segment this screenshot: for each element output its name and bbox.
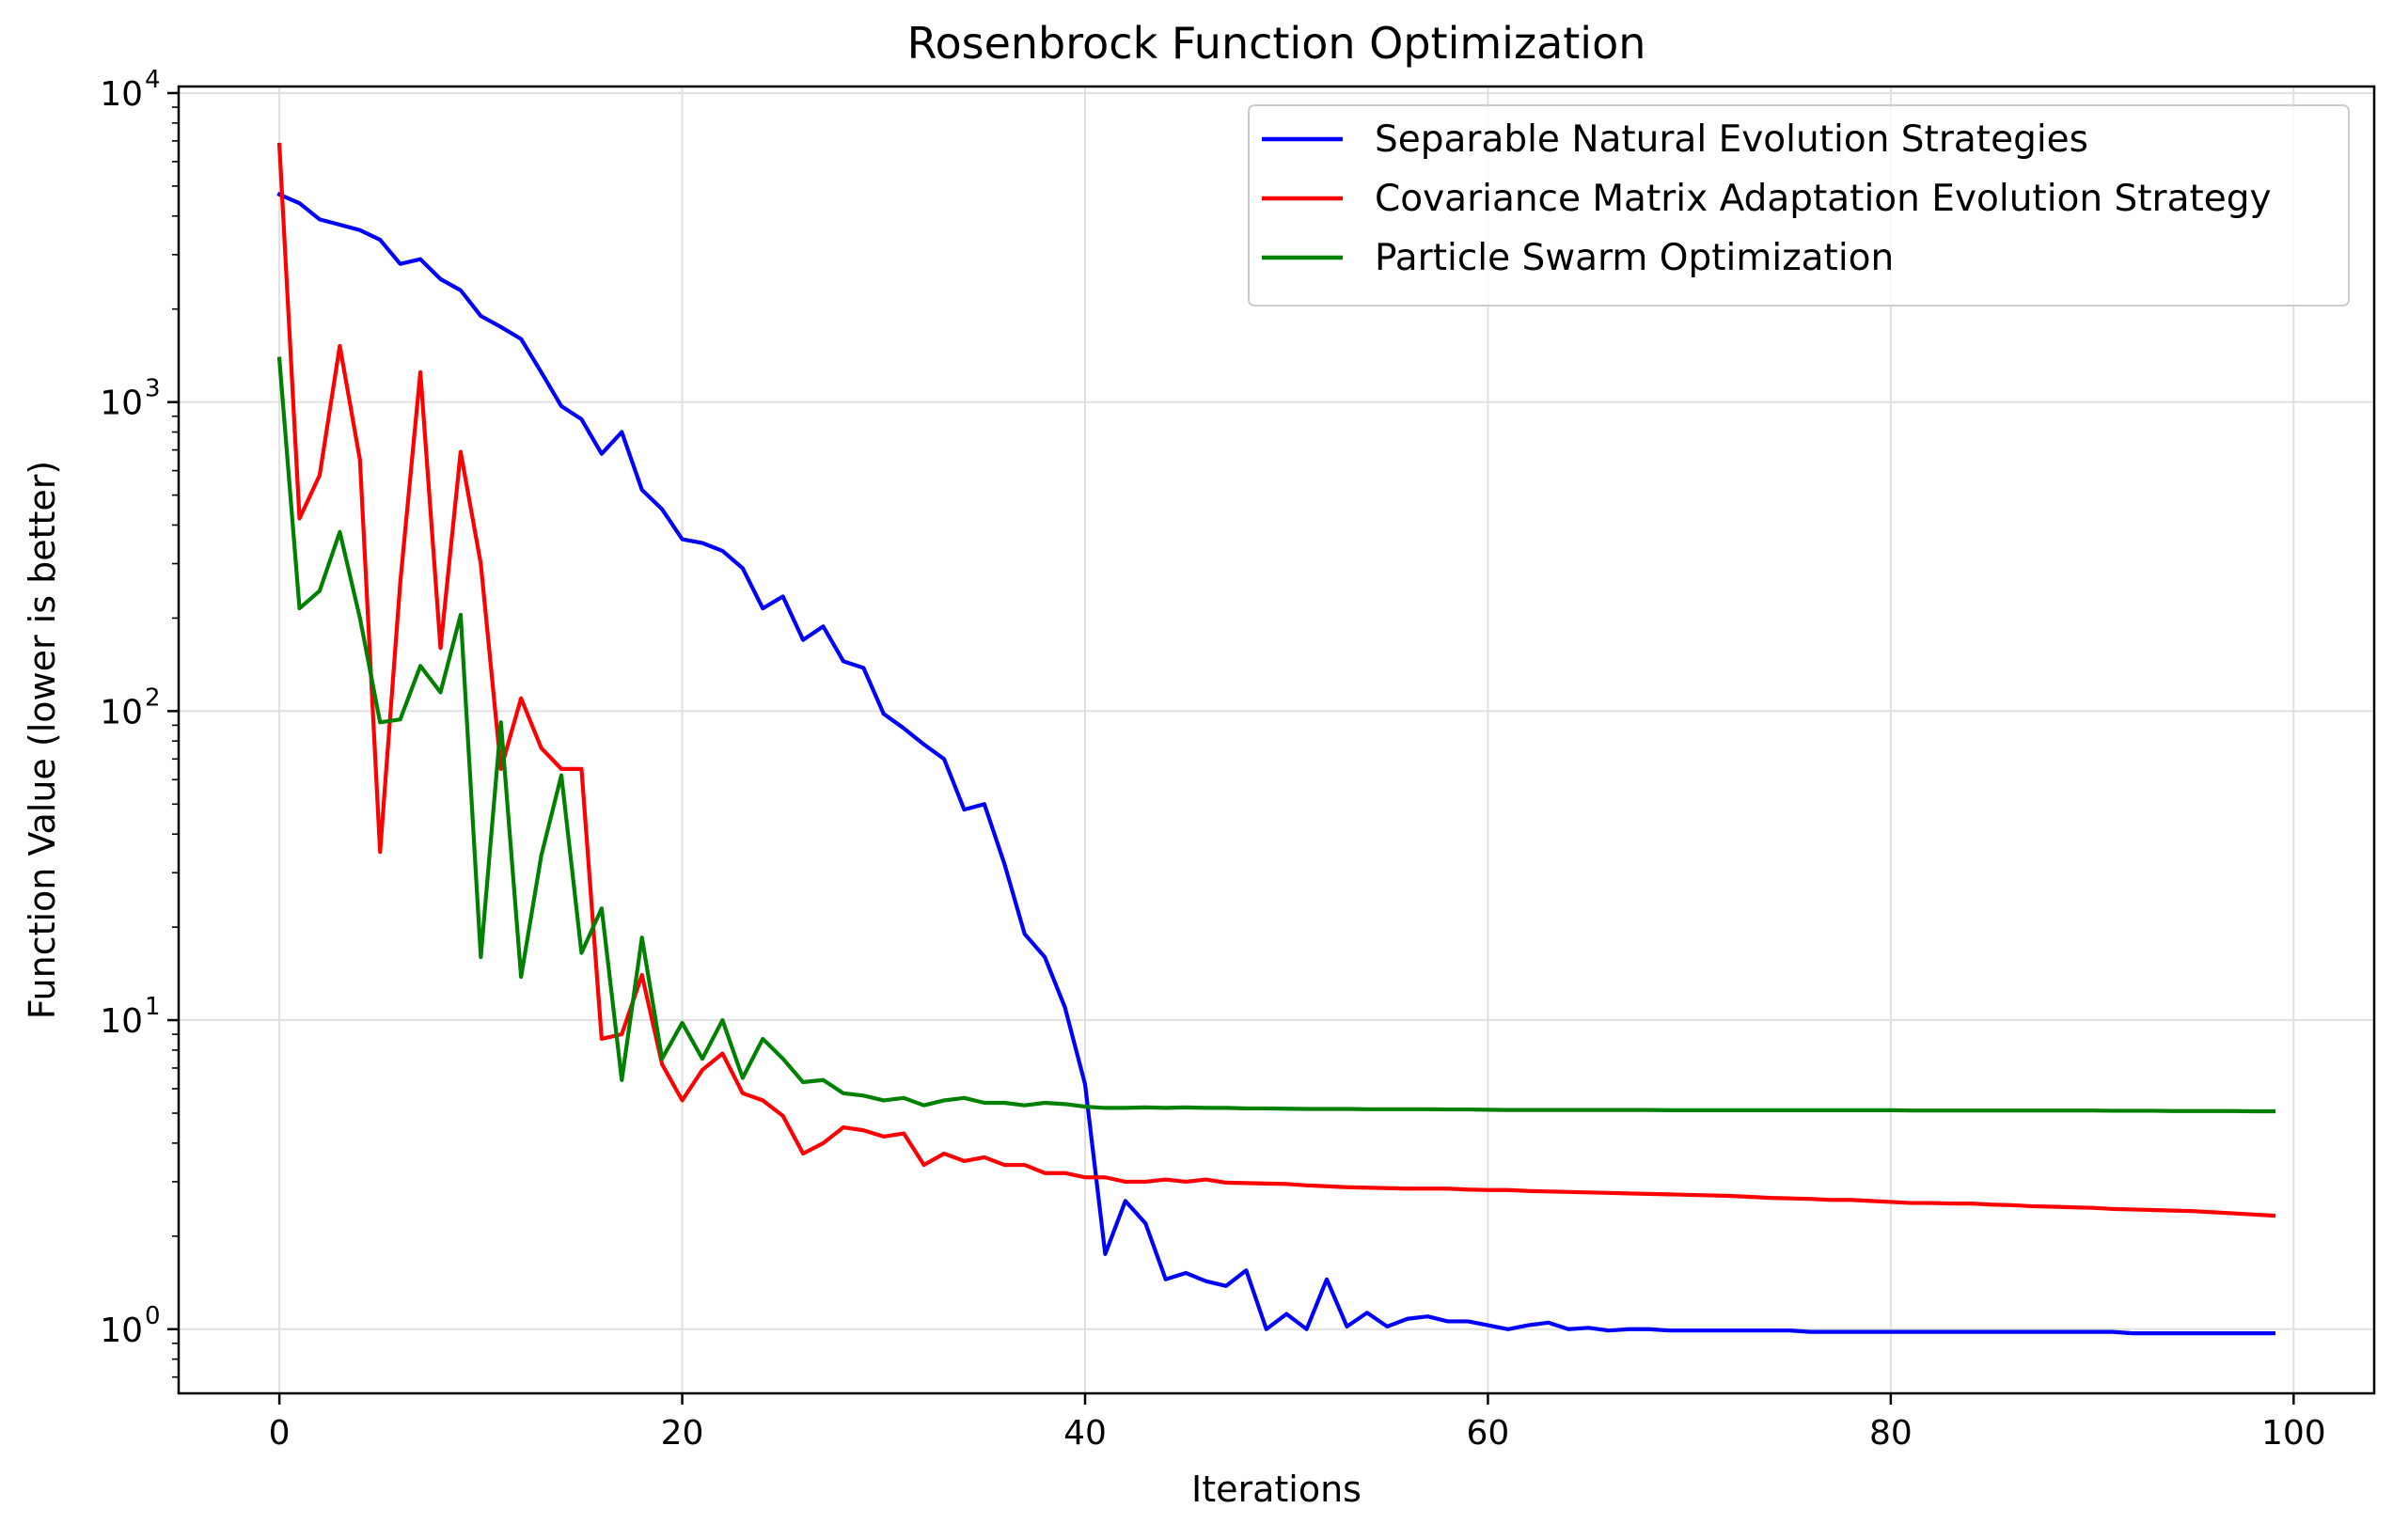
x-axis-label: Iterations bbox=[1191, 1469, 1362, 1510]
grid bbox=[179, 86, 2374, 1393]
series-line-3 bbox=[276, 356, 2275, 1114]
y-tick-label: 10 bbox=[100, 1002, 143, 1041]
series-line-2 bbox=[276, 142, 2276, 1218]
x-tick-label: 40 bbox=[1063, 1414, 1107, 1453]
legend-label-1: Separable Natural Evolution Strategies bbox=[1375, 118, 2088, 161]
y-tick-exponent: 3 bbox=[145, 375, 161, 403]
y-tick-label: 10 bbox=[100, 1312, 143, 1350]
series-lines bbox=[276, 142, 2276, 1336]
y-minor-ticks bbox=[172, 106, 179, 1378]
x-axis-ticks: 0 20 40 60 80 100 bbox=[269, 1393, 2326, 1453]
x-tick-label: 80 bbox=[1869, 1414, 1913, 1453]
x-tick-label: 20 bbox=[661, 1414, 704, 1453]
series-line-1 bbox=[276, 191, 2275, 1336]
legend: Separable Natural Evolution Strategies Co… bbox=[1248, 104, 2350, 306]
y-tick-label: 10 bbox=[100, 75, 143, 114]
legend-box bbox=[1248, 104, 2350, 306]
legend-label-2: Covariance Matrix Adaptation Evolution S… bbox=[1375, 178, 2272, 220]
y-tick-label: 10 bbox=[100, 385, 143, 423]
x-tick-label: 100 bbox=[2261, 1414, 2326, 1453]
y-axis-label: Function Value (lower is better) bbox=[22, 461, 63, 1020]
y-tick-exponent: 0 bbox=[145, 1302, 161, 1330]
chart-title: Rosenbrock Function Optimization bbox=[907, 18, 1646, 69]
y-tick-exponent: 1 bbox=[145, 993, 161, 1021]
x-tick-label: 60 bbox=[1467, 1414, 1510, 1453]
y-tick-exponent: 2 bbox=[145, 684, 161, 712]
legend-label-3: Particle Swarm Optimization bbox=[1375, 237, 1894, 279]
y-tick-exponent: 4 bbox=[145, 66, 161, 94]
x-tick-label: 0 bbox=[269, 1414, 291, 1453]
y-tick-label: 10 bbox=[100, 693, 143, 731]
plot-frame bbox=[177, 85, 2376, 1395]
